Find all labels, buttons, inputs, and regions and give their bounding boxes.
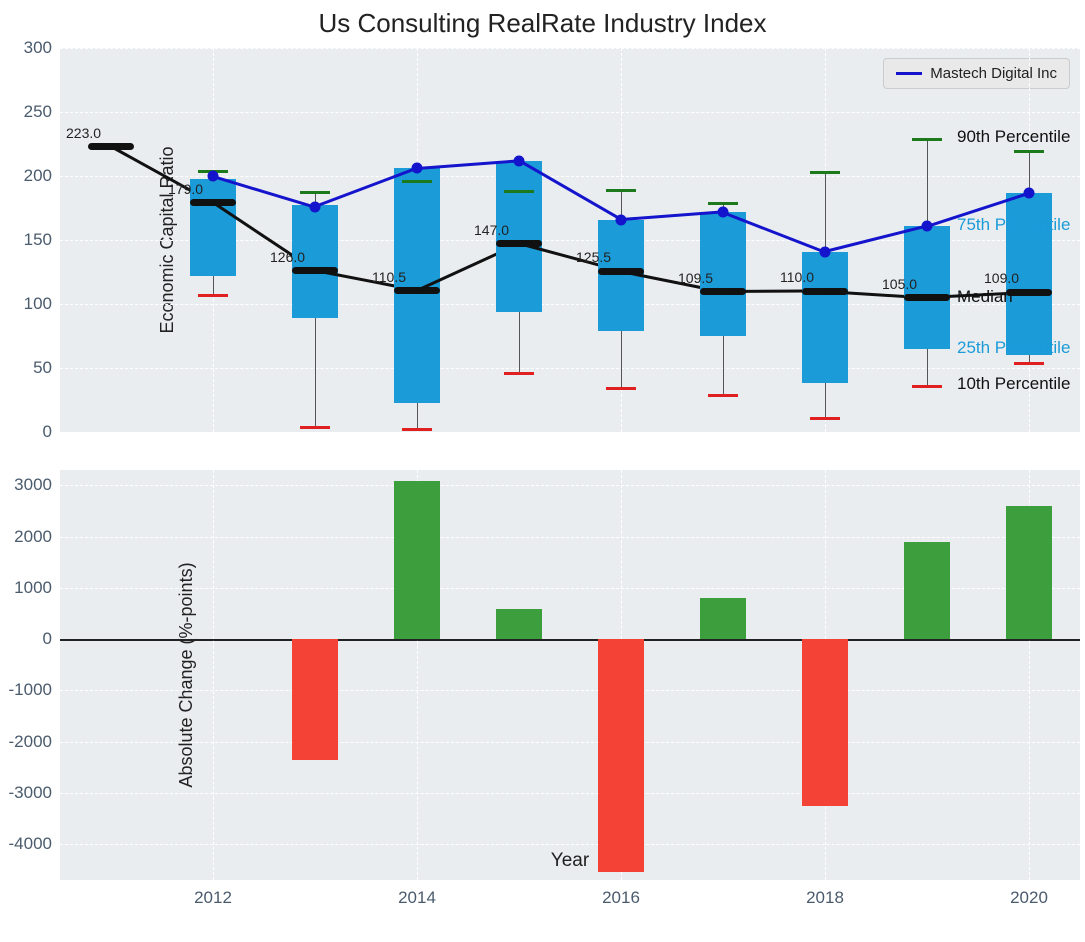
change-bar-2015[interactable]	[496, 609, 542, 639]
ytick-label: 1000	[14, 578, 60, 598]
bottom-axes: Absolute Change (%-points) Year -4000 -30…	[60, 470, 1080, 880]
percentile-box-2014[interactable]	[394, 168, 440, 402]
p90-cap-2020	[1014, 150, 1044, 153]
ytick-label: 3000	[14, 475, 60, 495]
chart-title: Us Consulting RealRate Industry Index	[0, 8, 1085, 39]
median-value-label-2020: 109.0	[984, 270, 1019, 286]
p90-cap-2017	[708, 202, 738, 205]
median-value-label-2012: 179.0	[168, 181, 203, 197]
ytick-label: 200	[24, 166, 60, 186]
ytick-label: 250	[24, 102, 60, 122]
median-value-label-2016: 125.5	[576, 249, 611, 265]
change-bar-2020[interactable]	[1006, 506, 1052, 639]
legend-box[interactable]: Mastech Digital Inc	[883, 58, 1070, 89]
ytick-label: -2000	[9, 732, 60, 752]
pct-annotation-25th-percentile: 25th Percentile	[957, 338, 1070, 358]
median-value-label-2018: 110.0	[780, 269, 814, 285]
p10-cap-2017	[708, 394, 738, 397]
ytick-label: 150	[24, 230, 60, 250]
legend-label: Mastech Digital Inc	[930, 65, 1057, 82]
change-bar-2018[interactable]	[802, 639, 848, 806]
median-value-label-2011: 223.0	[66, 125, 101, 141]
p90-cap-2015	[504, 190, 534, 193]
p10-cap-2020	[1014, 362, 1044, 365]
median-value-label-2014: 110.5	[372, 269, 406, 285]
gridline	[60, 432, 1080, 433]
change-bar-2013[interactable]	[292, 639, 338, 759]
pct-annotation-median: Median	[957, 287, 1013, 307]
p10-cap-2016	[606, 387, 636, 390]
p90-cap-2019	[912, 138, 942, 141]
mastech-point-2020[interactable]	[1024, 187, 1035, 198]
ytick-label: 0	[43, 422, 60, 442]
bottom-xtick-label-2014: 2014	[398, 880, 436, 908]
p10-cap-2018	[810, 417, 840, 420]
p90-cap-2013	[300, 191, 330, 194]
p90-cap-2014	[402, 180, 432, 183]
ytick-label: 0	[43, 629, 60, 649]
bottom-xtick-label-2016: 2016	[602, 880, 640, 908]
bottom-ylabel: Absolute Change (%-points)	[176, 562, 197, 787]
pct-annotation-75th-percentile: 75th Percentile	[957, 215, 1070, 235]
chart-container: Us Consulting RealRate Industry Index Ec…	[0, 0, 1085, 942]
bottom-xtick-label-2018: 2018	[806, 880, 844, 908]
p10-cap-2015	[504, 372, 534, 375]
bottom-xlabel: Year	[551, 850, 589, 872]
change-bar-2019[interactable]	[904, 542, 950, 639]
p90-cap-2016	[606, 189, 636, 192]
change-bar-2014[interactable]	[394, 481, 440, 639]
change-bar-2016[interactable]	[598, 639, 644, 872]
gridline-vertical	[213, 470, 214, 880]
ytick-label: 2000	[14, 527, 60, 547]
p10-cap-2014	[402, 428, 432, 431]
top-axes: Economic Capital Ratio Mastech Digital I…	[60, 48, 1080, 432]
p10-cap-2012	[198, 294, 228, 297]
p90-cap-2018	[810, 171, 840, 174]
median-value-label-2015: 147.0	[474, 222, 509, 238]
pct-annotation-90th-percentile: 90th Percentile	[957, 127, 1070, 147]
median-value-label-2019: 105.0	[882, 276, 917, 292]
ytick-label: 50	[33, 358, 60, 378]
ytick-label: -4000	[9, 834, 60, 854]
bottom-xtick-label-2020: 2020	[1010, 880, 1048, 908]
p10-cap-2019	[912, 385, 942, 388]
change-bar-2017[interactable]	[700, 598, 746, 639]
ytick-label: -1000	[9, 680, 60, 700]
bottom-xtick-label-2012: 2012	[194, 880, 232, 908]
median-marker-2020[interactable]	[1006, 289, 1052, 296]
ytick-label: -3000	[9, 783, 60, 803]
median-value-label-2013: 126.0	[270, 249, 305, 265]
ytick-label: 100	[24, 294, 60, 314]
p10-cap-2013	[300, 426, 330, 429]
pct-annotation-10th-percentile: 10th Percentile	[957, 374, 1070, 394]
legend-line-swatch	[896, 72, 922, 75]
median-value-label-2017: 109.5	[678, 270, 713, 286]
ytick-label: 300	[24, 38, 60, 58]
